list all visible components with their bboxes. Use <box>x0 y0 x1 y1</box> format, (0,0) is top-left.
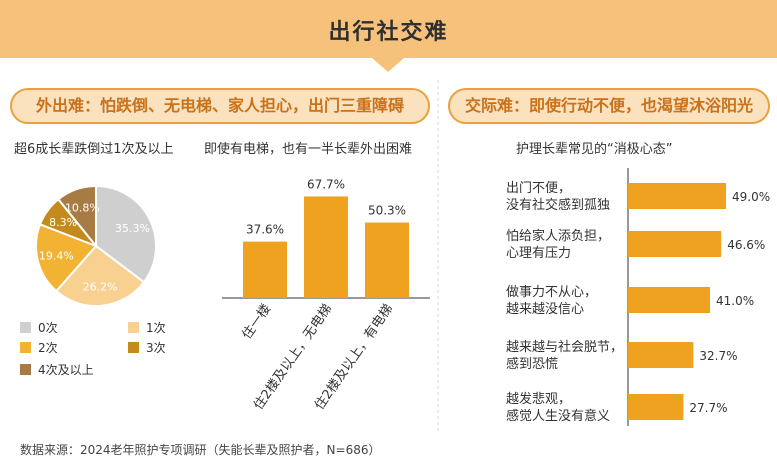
horizontal-bar-chart: 49.0% 出门不便，没有社交感到孤独 46.6% 怕给家人添负担， 心理有压力 41.0… <box>506 168 770 426</box>
hbar-category-label: 怕给家人添负担， <box>506 228 610 244</box>
pie-value-label: 35.3% <box>115 222 150 235</box>
legend-label: 3次 <box>146 341 166 355</box>
bar-value-label: 67.7% <box>307 177 345 191</box>
legend-swatch <box>20 364 31 375</box>
page-title: 出行社交难 <box>328 20 449 45</box>
bar-chart-subtitle: 即使有电梯，也有一半长辈外出困难 <box>204 142 413 157</box>
pie-value-label: 26.2% <box>83 281 118 294</box>
bar <box>304 196 348 298</box>
hbar-value-label: 27.7% <box>689 401 727 415</box>
bar <box>365 222 409 298</box>
hbar-category-label: 出门不便， <box>506 181 571 196</box>
hbar-category-label: 感到恐慌 <box>506 356 558 372</box>
hbar <box>628 287 710 313</box>
hbar-category-label: 没有社交感到孤独 <box>506 197 610 213</box>
hbar-value-label: 32.7% <box>699 349 737 363</box>
pie-chart: 35.3% 26.2% 19.4% 8.3%10.8% <box>35 184 157 307</box>
hbar-category-label: 越来越没信心 <box>506 302 584 317</box>
section-label-outing: 外出难：怕跌倒、无电梯、家人担心，出门三重障碍 <box>10 88 430 124</box>
legend-label: 4次及以上 <box>38 363 94 377</box>
legend-swatch <box>128 342 139 353</box>
pie-value-label: 10.8% <box>65 202 100 215</box>
pie-slice <box>54 244 146 307</box>
legend-label: 1次 <box>146 321 166 335</box>
legend-label: 0次 <box>38 321 58 335</box>
hbar-category-label: 心理有压力 <box>506 246 571 261</box>
pie-legend: 0次 1次 2次 3次 4次及以上 <box>20 321 166 377</box>
hbar-category-label: 做事力不从心， <box>506 285 597 300</box>
legend-label: 2次 <box>38 341 58 355</box>
bar-category-label: 住一楼 <box>240 302 275 343</box>
legend-swatch <box>20 322 31 333</box>
pie-slice <box>56 184 97 249</box>
bar-value-label: 37.6% <box>246 223 284 237</box>
hbar-value-label: 41.0% <box>716 294 754 308</box>
hbar <box>628 394 684 420</box>
data-source-note: 数据来源：2024老年照护专项调研（失能长辈及照护者，N=686） <box>20 443 381 457</box>
bar <box>243 241 287 298</box>
hbar <box>628 342 694 368</box>
pie-slice <box>95 184 157 284</box>
pie-value-label: 8.3% <box>49 216 77 229</box>
section-label-social: 交际难：即使行动不便，也渴望沐浴阳光 <box>448 88 770 124</box>
header-pointer <box>372 58 404 72</box>
hbar <box>628 231 722 257</box>
pie-value-label: 19.4% <box>39 250 74 263</box>
bar-value-label: 50.3% <box>368 204 406 218</box>
hbar <box>628 183 726 209</box>
hbar-category-label: 越来越与社会脱节， <box>506 339 623 355</box>
pie-chart-subtitle: 超6成长辈跌倒过1次及以上 <box>14 142 174 157</box>
legend-swatch <box>20 342 31 353</box>
hbar-chart-subtitle: 护理长辈常见的“消极心态” <box>516 142 673 157</box>
hbar-category-label: 感觉人生没有意义 <box>506 408 610 424</box>
hbar-value-label: 46.6% <box>727 238 765 252</box>
hbar-value-label: 49.0% <box>732 190 770 204</box>
legend-swatch <box>128 322 139 333</box>
header-band <box>0 0 777 58</box>
hbar-category-label: 越发悲观， <box>506 391 571 407</box>
